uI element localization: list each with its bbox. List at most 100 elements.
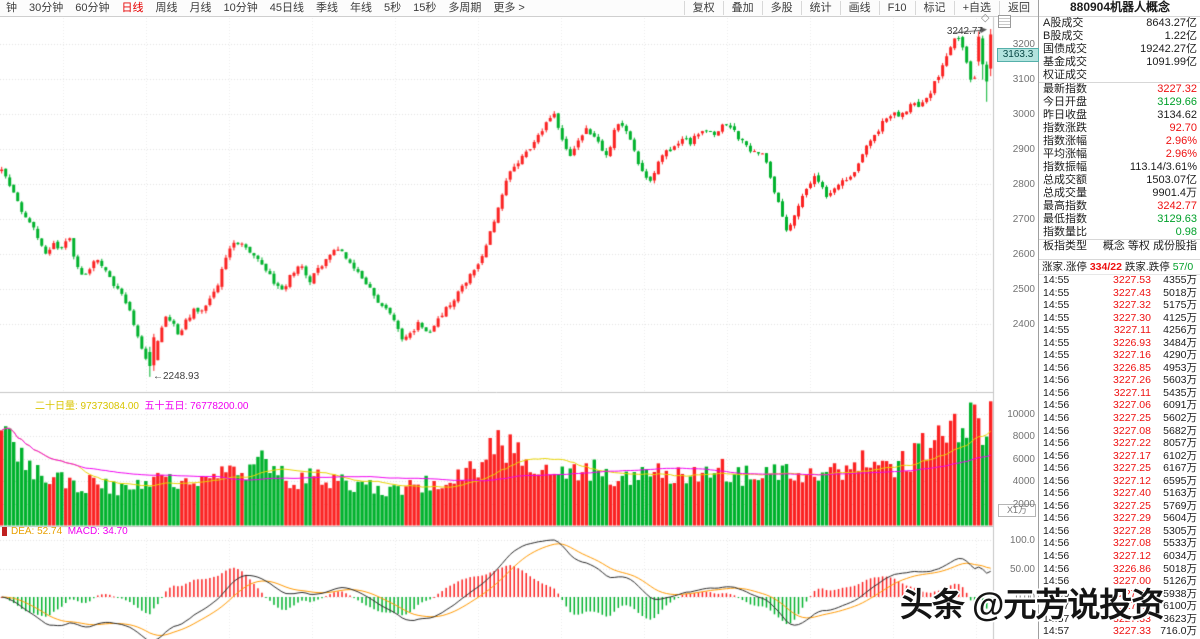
tick-cell: 3227.12 xyxy=(1113,550,1151,563)
axis-tick: 100.0 xyxy=(1009,535,1035,546)
instrument-header[interactable]: 880904机器人概念 xyxy=(1039,0,1200,17)
tick-row-25: 14:56 3227.41 5938万 xyxy=(1039,588,1200,601)
note-icon[interactable] xyxy=(998,15,1011,28)
summary-label: 最低指数 xyxy=(1043,213,1087,225)
summary-row-13: 总成交量 9901.4万 xyxy=(1039,187,1200,200)
tick-cell: 3227.25 xyxy=(1113,499,1151,512)
axis-tick: 3200 xyxy=(1012,39,1035,50)
tick-cell: 3227.45 xyxy=(1113,600,1151,613)
tick-cell: 14:57 xyxy=(1043,625,1070,638)
tick-row-15: 14:56 3227.25 6167万 xyxy=(1039,462,1200,475)
summary-row-16: 指数量比 0.98 xyxy=(1039,226,1200,239)
summary-value: 113.14/3.61% xyxy=(1129,161,1197,173)
tick-cell: 14:55 xyxy=(1043,299,1070,312)
tick-row-18: 14:56 3227.25 5769万 xyxy=(1039,500,1200,513)
decliners-label: 跌家.跌停 xyxy=(1124,261,1170,273)
tick-row-22: 14:56 3227.12 6034万 xyxy=(1039,550,1200,563)
summary-row-7: 昨日收盘 3134.62 xyxy=(1039,109,1200,122)
tick-cell: 3623万 xyxy=(1163,612,1197,625)
tick-cell: 5163万 xyxy=(1163,487,1197,500)
summary-label: B股成交 xyxy=(1043,30,1084,42)
volume-ma-labels: 二十日量: 97373084.00 五十五日: 76778200.00 xyxy=(35,397,248,412)
tick-row-17: 14:56 3227.40 5163万 xyxy=(1039,487,1200,500)
tick-cell: 6034万 xyxy=(1163,550,1197,563)
macd-value-label: MACD: 34.70 xyxy=(67,526,128,537)
tick-cell: 14:56 xyxy=(1043,361,1070,374)
summary-label: 平均涨幅 xyxy=(1043,148,1087,160)
summary-value: 1503.07亿 xyxy=(1146,174,1197,186)
tick-row-12: 14:56 3227.08 5682万 xyxy=(1039,425,1200,438)
tick-row-0: 14:55 3227.53 4355万 xyxy=(1039,274,1200,287)
axis-tick: 4000 xyxy=(1012,476,1035,487)
tick-cell: 3227.08 xyxy=(1113,537,1151,550)
candlestick-chart-canvas[interactable] xyxy=(0,0,995,639)
tick-cell: 14:56 xyxy=(1043,524,1070,537)
tick-cell: 3227.17 xyxy=(1113,449,1151,462)
tick-row-5: 14:55 3226.93 3484万 xyxy=(1039,337,1200,350)
tick-cell: 3227.25 xyxy=(1113,462,1151,475)
tick-cell: 3227.29 xyxy=(1113,512,1151,525)
tick-cell: 3227.33 xyxy=(1113,625,1151,638)
axis-tick: 8000 xyxy=(1012,431,1035,442)
tick-cell: 3227.43 xyxy=(1113,286,1151,299)
tick-row-13: 14:56 3227.22 8057万 xyxy=(1039,437,1200,450)
tick-cell: 8057万 xyxy=(1163,437,1197,450)
toolbar-action-8[interactable]: 返回 xyxy=(999,1,1038,15)
tick-cell: 6595万 xyxy=(1163,474,1197,487)
tick-cell: 5533万 xyxy=(1163,537,1197,550)
tick-cell: 3226.93 xyxy=(1113,336,1151,349)
tick-cell: 4290万 xyxy=(1163,349,1197,362)
instrument-name: 机器人概念 xyxy=(1110,0,1171,14)
tick-row-3: 14:55 3227.30 4125万 xyxy=(1039,312,1200,325)
summary-row-12: 总成交额 1503.07亿 xyxy=(1039,174,1200,187)
tick-cell: 3227.06 xyxy=(1113,399,1151,412)
summary-label: 指数振幅 xyxy=(1043,161,1087,173)
tick-cell: 4125万 xyxy=(1163,311,1197,324)
tick-row-1: 14:55 3227.43 5018万 xyxy=(1039,287,1200,300)
price-axis-tag: 3163.3 xyxy=(997,48,1039,62)
summary-row-4: 权证成交 xyxy=(1039,69,1200,82)
tick-cell: 5305万 xyxy=(1163,524,1197,537)
tick-list[interactable]: 14:55 3227.53 4355万 14:55 3227.43 5018万 14:55 3… xyxy=(1039,274,1200,639)
tick-cell: 14:56 xyxy=(1043,499,1070,512)
volume-ma55-label: 五十五日: 76778200.00 xyxy=(144,401,249,412)
summary-value: 3134.62 xyxy=(1157,109,1197,121)
axis-tick: 2400 xyxy=(1012,319,1035,330)
summary-label: 权证成交 xyxy=(1043,69,1087,81)
summary-label: 昨日收盘 xyxy=(1043,109,1087,121)
tick-row-20: 14:56 3227.28 5305万 xyxy=(1039,525,1200,538)
summary-label: A股成交 xyxy=(1043,17,1084,29)
tick-cell: 5938万 xyxy=(1163,587,1197,600)
macd-indicator-labels: DEA: 52.74 MACD: 34.70 xyxy=(2,526,128,537)
tick-cell: 14:55 xyxy=(1043,349,1070,362)
tick-row-27: 14:57 3227.33 3623万 xyxy=(1039,613,1200,626)
summary-row-1: B股成交 1.22亿 xyxy=(1039,30,1200,43)
tick-cell: 3226.85 xyxy=(1113,361,1151,374)
tick-cell: 14:55 xyxy=(1043,336,1070,349)
advancers-label: 涨家.涨停 xyxy=(1042,261,1087,273)
tick-cell: 6091万 xyxy=(1163,399,1197,412)
axis-tick: 2700 xyxy=(1012,214,1035,225)
tick-row-11: 14:56 3227.25 5602万 xyxy=(1039,412,1200,425)
tick-cell: 3227.12 xyxy=(1113,474,1151,487)
summary-value: 2.96% xyxy=(1165,135,1197,147)
tick-row-21: 14:56 3227.08 5533万 xyxy=(1039,537,1200,550)
low-price-annotation: ←2248.93 xyxy=(153,371,200,382)
tick-cell: 3227.22 xyxy=(1113,437,1151,450)
summary-label: 国债成交 xyxy=(1043,43,1087,55)
tick-row-19: 14:56 3227.29 5604万 xyxy=(1039,512,1200,525)
tick-cell: 14:56 xyxy=(1043,424,1070,437)
market-data-panel: 880904机器人概念 A股成交 8643.27亿 B股成交 1.22亿 国债成交 192… xyxy=(1038,0,1200,639)
summary-row-14: 最高指数 3242.77 xyxy=(1039,200,1200,213)
tick-cell: 3227.11 xyxy=(1113,324,1151,337)
tick-cell: 4355万 xyxy=(1163,274,1197,286)
tick-row-8: 14:56 3227.26 5603万 xyxy=(1039,374,1200,387)
tick-cell: 6100万 xyxy=(1163,600,1197,613)
summary-row-6: 今日开盘 3129.66 xyxy=(1039,96,1200,109)
tick-cell: 14:56 xyxy=(1043,399,1070,412)
advancers-decliners-row: 涨家.涨停 334/22 跌家.跌停 57/0 xyxy=(1039,259,1200,275)
tick-cell: 14:56 xyxy=(1043,550,1070,563)
summary-value: 3129.66 xyxy=(1157,96,1197,108)
tick-cell: 14:56 xyxy=(1043,562,1070,575)
summary-row-17: 板指类型 概念 等权 成份股指 xyxy=(1039,239,1200,253)
